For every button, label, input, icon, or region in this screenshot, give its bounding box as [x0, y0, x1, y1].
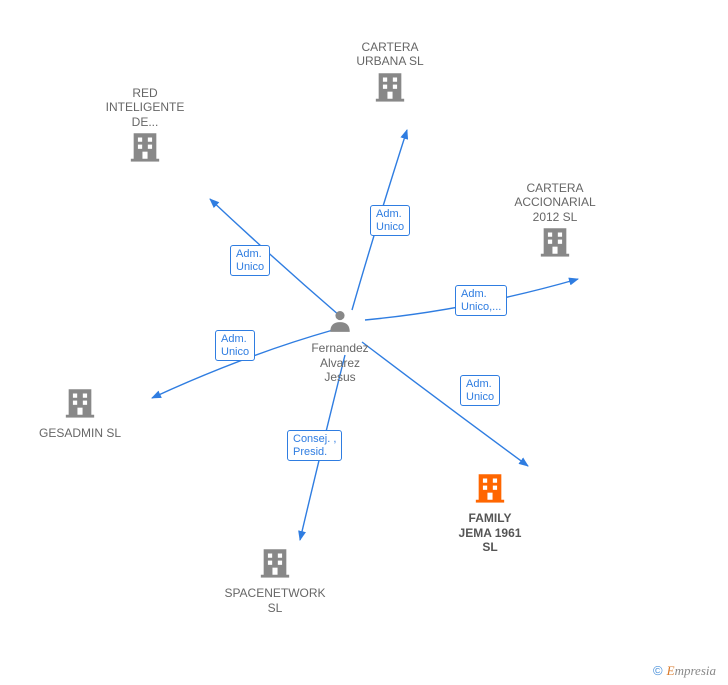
building-icon: [90, 129, 200, 166]
company-label: GESADMIN SL: [25, 426, 135, 440]
building-icon: [25, 385, 135, 422]
company-label: FAMILYJEMA 1961SL: [435, 511, 545, 554]
edge-label-cartera_accionarial: Adm.Unico,...: [455, 285, 507, 316]
company-node-red_inteligente[interactable]: REDINTELIGENTEDE...: [90, 82, 200, 167]
company-node-spacenetwork[interactable]: SPACENETWORKSL: [220, 545, 330, 615]
copyright-symbol: ©: [653, 663, 663, 678]
person-label: FernandezAlvarezJesus: [285, 341, 395, 384]
edge-label-spacenetwork: Consej. ,Presid.: [287, 430, 342, 461]
building-icon: [435, 470, 545, 507]
building-icon: [500, 224, 610, 261]
company-node-gesadmin[interactable]: GESADMIN SL: [25, 385, 135, 441]
company-label: SPACENETWORKSL: [220, 586, 330, 615]
building-icon: [220, 545, 330, 582]
building-icon: [335, 69, 445, 106]
company-label: CARTERAURBANA SL: [335, 40, 445, 69]
company-label: REDINTELIGENTEDE...: [90, 86, 200, 129]
edge-label-cartera_urbana: Adm.Unico: [370, 205, 410, 236]
company-node-cartera_accionarial[interactable]: CARTERAACCIONARIAL2012 SL: [500, 177, 610, 262]
edge-label-family_jema: Adm.Unico: [460, 375, 500, 406]
company-node-family_jema[interactable]: FAMILYJEMA 1961SL: [435, 470, 545, 555]
company-label: CARTERAACCIONARIAL2012 SL: [500, 181, 610, 224]
edge-label-red_inteligente: Adm.Unico: [230, 245, 270, 276]
person-icon: [285, 308, 395, 337]
person-node[interactable]: FernandezAlvarezJesus: [285, 308, 395, 385]
company-node-cartera_urbana[interactable]: CARTERAURBANA SL: [335, 36, 445, 106]
watermark: ©Empresia: [653, 663, 716, 679]
edge-label-gesadmin: Adm.Unico: [215, 330, 255, 361]
